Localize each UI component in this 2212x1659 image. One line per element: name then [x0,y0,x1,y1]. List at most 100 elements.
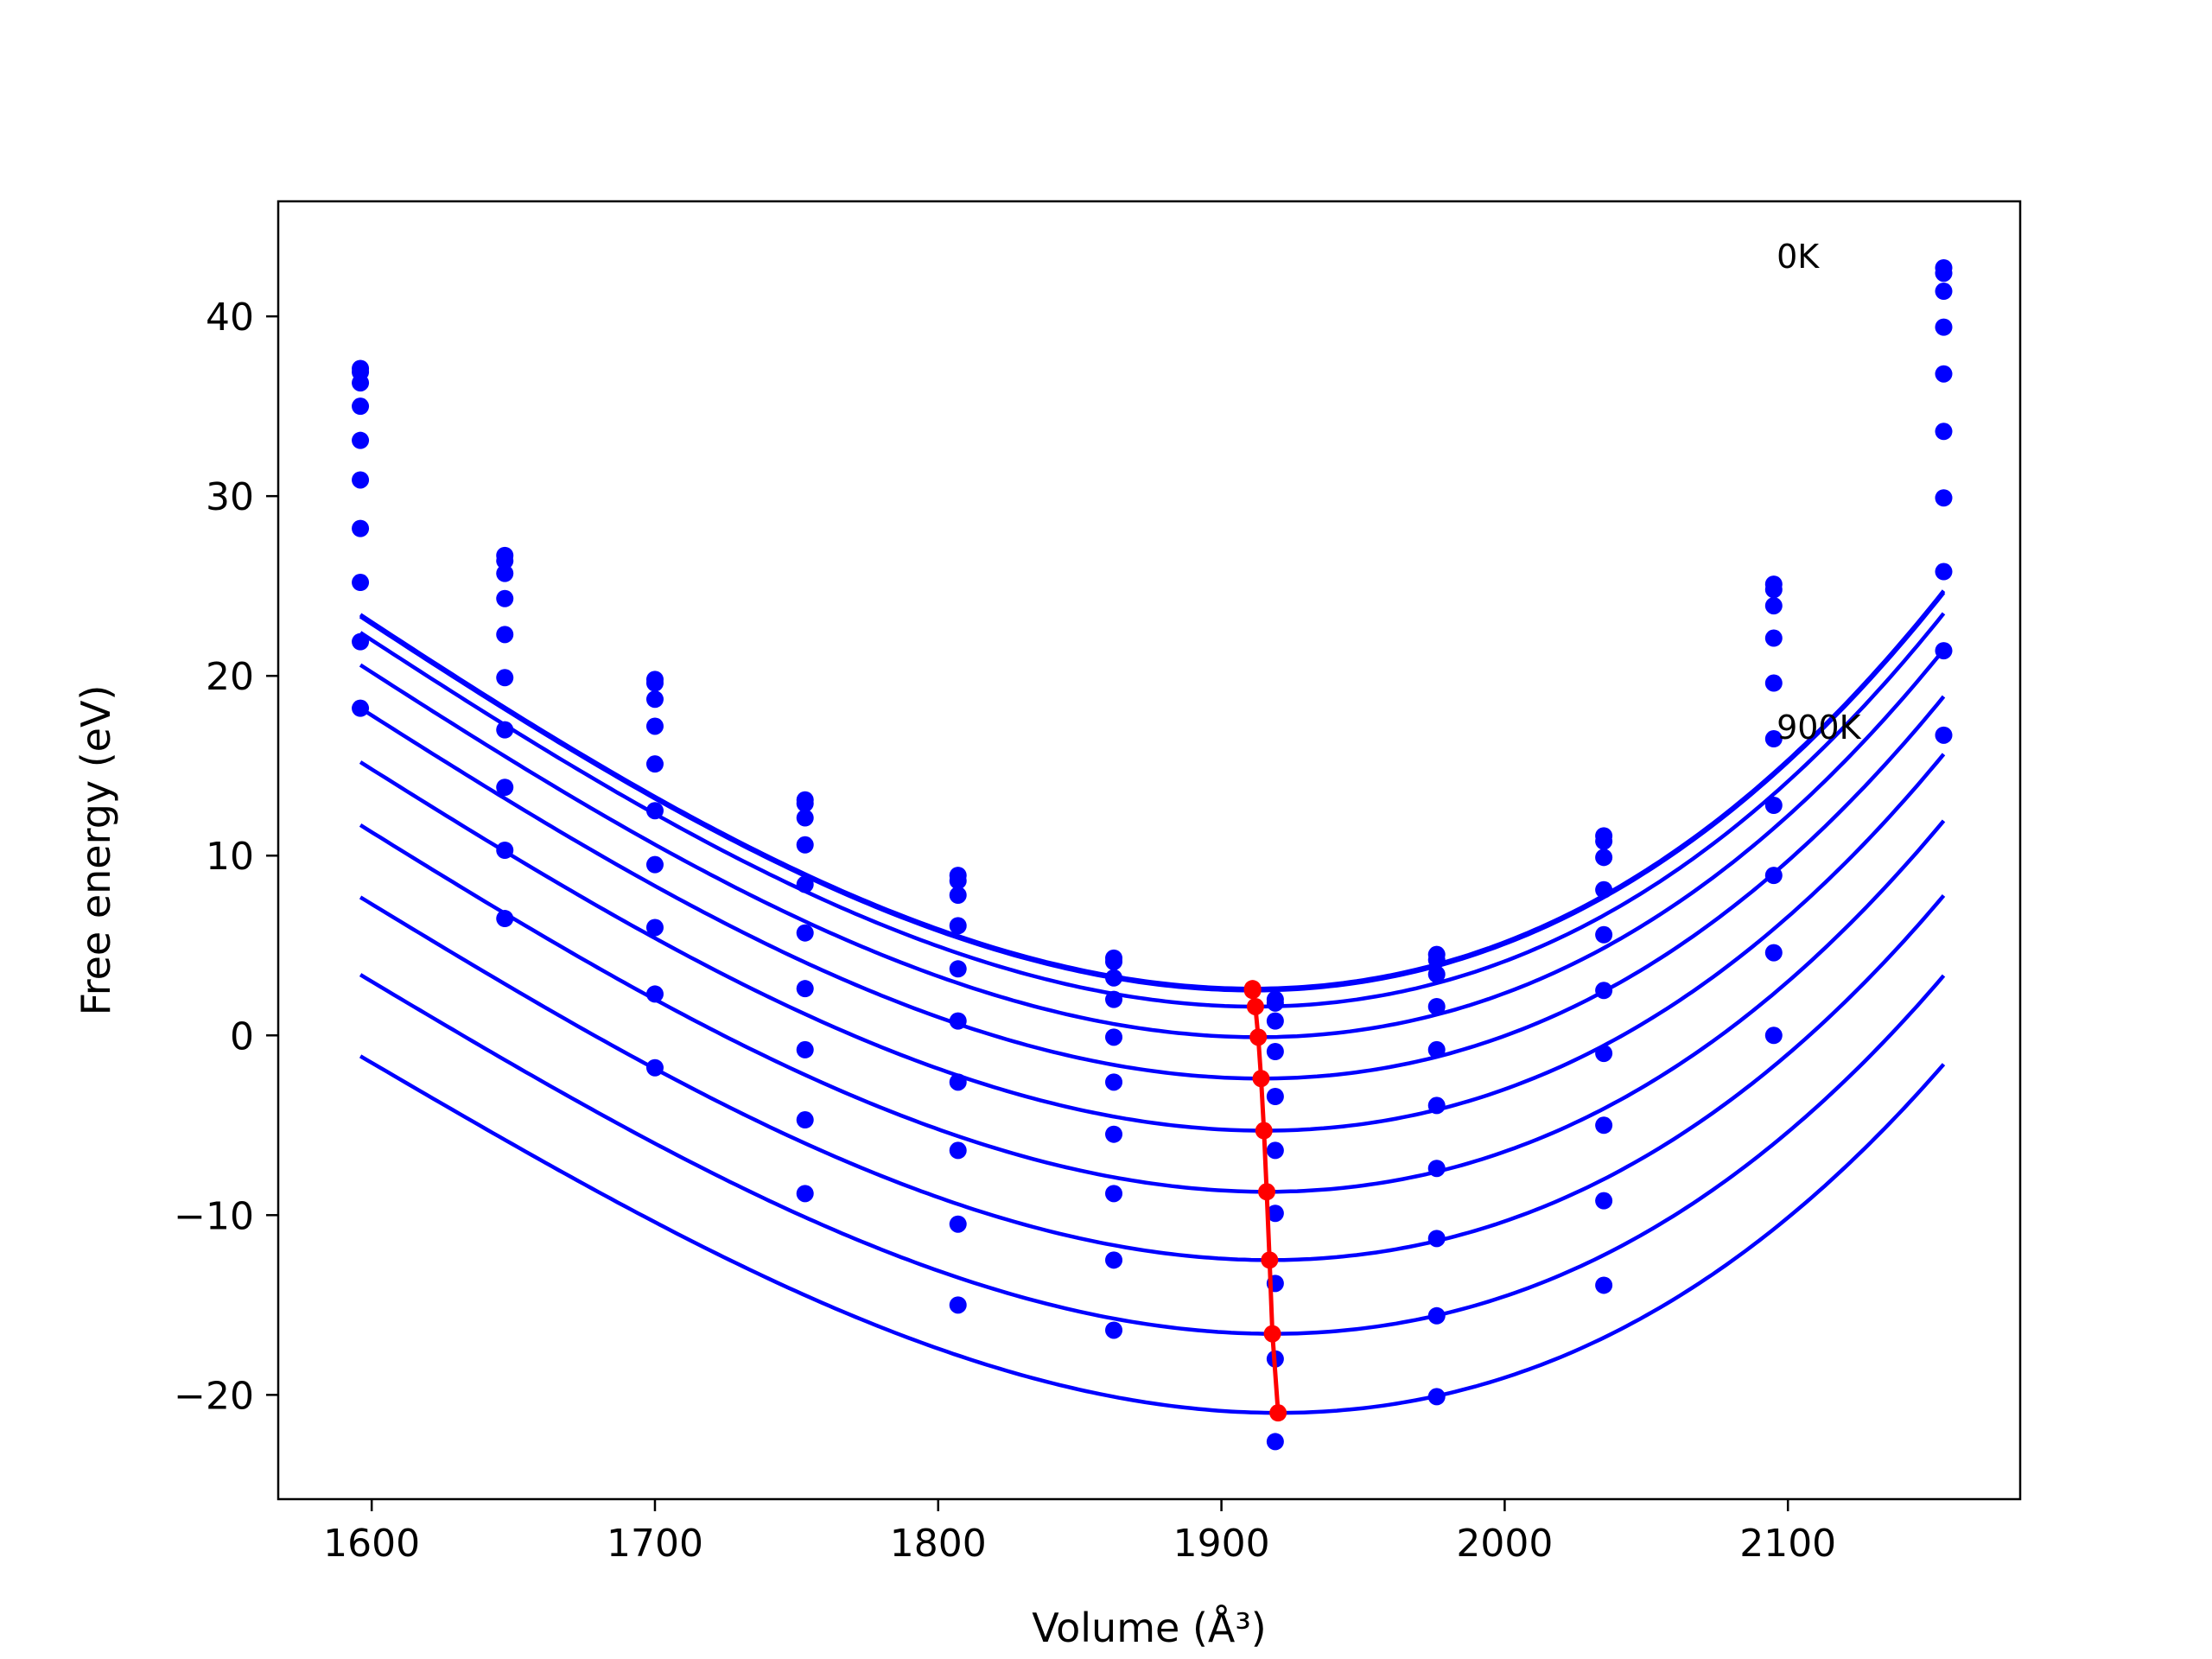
data-point [1427,997,1446,1015]
fit-curve-8 [359,973,1946,1336]
y-axis: −20 −10 0 10 20 30 40 [174,296,278,1418]
data-point [1595,880,1613,899]
y-tick-label: 30 [206,475,254,519]
data-point [796,836,814,854]
data-point [796,1111,814,1129]
data-point [1764,674,1783,692]
data-point [796,794,814,812]
data-point [1427,1096,1446,1115]
y-axis-label: Free energy (eV) [73,685,119,1016]
y-tick-label: 20 [206,655,254,699]
data-point [645,674,664,692]
data-point [1935,489,1953,507]
data-point [949,1012,967,1030]
minimum-point [1243,982,1262,1000]
data-point [1266,1205,1284,1223]
data-point [1595,1045,1613,1063]
fit-curve-2 [359,612,1946,1009]
data-point [1266,1012,1284,1030]
data-point [949,872,967,890]
data-point [645,985,664,1003]
x-tick-label: 2100 [1739,1522,1836,1566]
data-point [1105,1251,1123,1269]
data-point [645,802,664,820]
data-point [496,552,514,570]
minimum-point [1252,1070,1270,1088]
data-point [1764,730,1783,748]
x-axis: 1600 1700 1800 1900 2000 2100 [323,1499,1836,1566]
data-point [352,374,370,392]
data-point [496,910,514,928]
x-tick-label: 1900 [1173,1522,1270,1566]
minimum-point [1261,1251,1279,1269]
data-point [1427,1306,1446,1325]
data-point [1105,990,1123,1008]
data-point [1764,867,1783,885]
minima-line [1243,980,1287,1422]
data-point [645,918,664,937]
data-point [1266,1042,1284,1060]
data-point [1595,1192,1613,1210]
data-point [352,574,370,592]
data-point [949,1296,967,1314]
data-point [949,1141,967,1160]
data-point [1427,1160,1446,1178]
x-axis-label: Volume (Å³) [1032,1605,1267,1651]
data-point [496,779,514,797]
data-point [496,564,514,582]
data-point [645,717,664,735]
y-tick-label: −10 [174,1194,254,1238]
data-point [1764,581,1783,599]
data-point [1935,563,1953,581]
minimum-point [1255,1122,1273,1140]
temperature-annotation: 0K [1777,238,1820,276]
data-point [949,917,967,935]
data-point [1935,642,1953,660]
data-point [1595,1276,1613,1294]
x-tick-label: 1700 [607,1522,703,1566]
data-point [1105,1185,1123,1203]
data-point [1595,925,1613,944]
data-point [796,980,814,998]
fit-curve-9 [359,1054,1946,1415]
temperature-annotation: 900K [1777,709,1862,747]
data-point [1266,1088,1284,1106]
data-point [1764,796,1783,814]
fit-curve-3 [359,648,1946,1039]
data-point [796,1040,814,1058]
y-tick-label: 0 [230,1014,254,1058]
data-point [1595,982,1613,1000]
data-point [1105,1073,1123,1091]
data-point [1935,423,1953,441]
minimum-point [1269,1404,1287,1422]
data-point [1427,1040,1446,1058]
fit-curve-6 [359,819,1946,1194]
data-point [1935,365,1953,383]
minimum-point [1263,1325,1281,1343]
data-point [796,875,814,893]
data-point [1935,264,1953,283]
data-point [1764,629,1783,647]
data-point [645,690,664,709]
data-point [796,809,814,827]
data-point [1595,832,1613,850]
minimum-point [1246,997,1264,1015]
data-point [949,1215,967,1233]
data-point [352,471,370,489]
data-point [949,1073,967,1091]
data-point [1427,1230,1446,1248]
data-point [1427,950,1446,969]
fit-curve-4 [359,695,1946,1081]
data-point [949,960,967,978]
data-point [496,669,514,687]
data-point [496,842,514,859]
data-point [1764,944,1783,962]
data-point [796,924,814,942]
y-tick-label: −20 [174,1374,254,1418]
y-tick-label: 40 [206,296,254,340]
data-point [1935,283,1953,301]
y-tick-label: 10 [206,835,254,879]
data-point [352,632,370,651]
data-point [1935,726,1953,744]
